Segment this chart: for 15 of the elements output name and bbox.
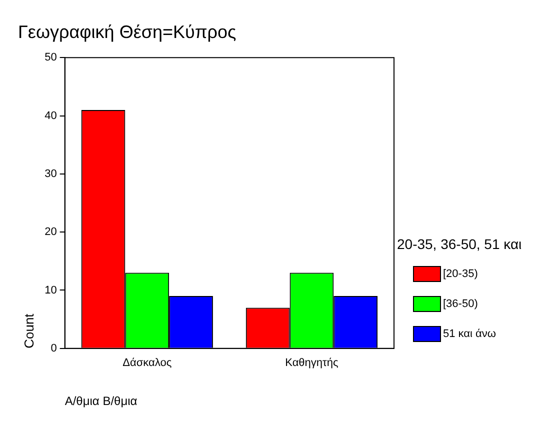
y-tick-label: 40 (44, 110, 57, 122)
x-tick-label: Καθηγητής (285, 357, 338, 370)
x-axis-title: Α/θμια Β/θμια (64, 394, 138, 408)
y-tick-label: 20 (44, 226, 57, 238)
y-tick-label: 30 (44, 168, 57, 180)
legend-title: 20-35, 36-50, 51 και (397, 236, 522, 252)
y-axis-title: Count (21, 313, 36, 348)
y-tick-label: 50 (44, 52, 57, 64)
x-tick-label: Δάσκαλος (122, 357, 172, 370)
legend-label: [36-50) (443, 298, 478, 310)
y-tick-label: 0 (50, 342, 57, 354)
legend-label: [20-35) (443, 268, 478, 280)
y-tick-label: 10 (44, 284, 57, 296)
chart-title: Γεωγραφική Θέση=Κύπρος (18, 22, 236, 42)
legend-label: 51 και άνω (443, 328, 496, 340)
